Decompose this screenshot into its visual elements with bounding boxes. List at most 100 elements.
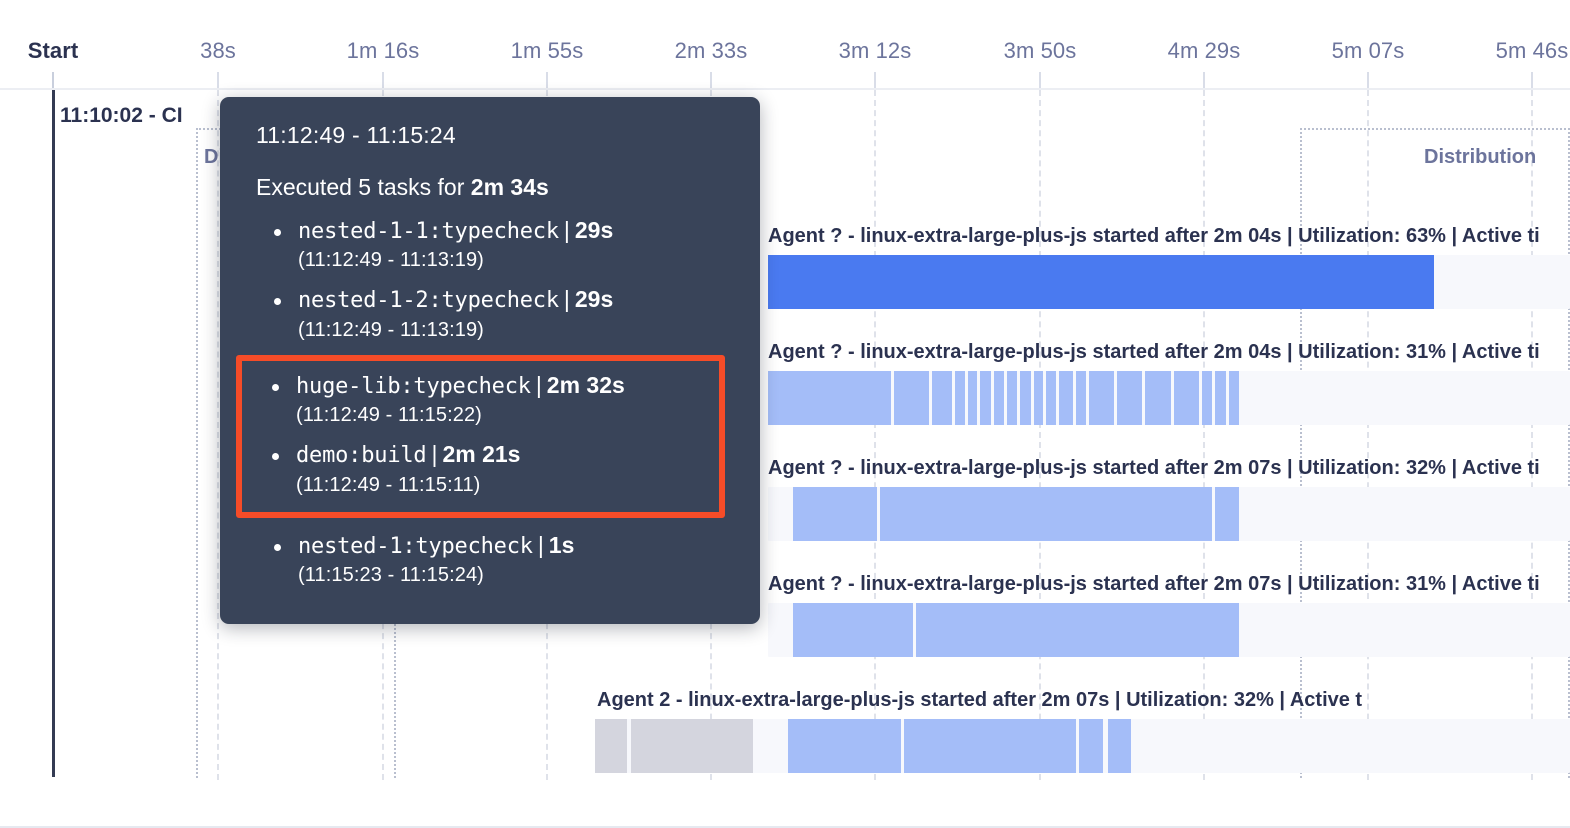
agent-row[interactable]: Agent ? - linux-extra-large-plus-js star… (0, 457, 1570, 549)
agent-row-label: Agent ? - linux-extra-large-plus-js star… (768, 573, 1540, 595)
task-segment[interactable] (1202, 371, 1212, 425)
run-title: 11:10:02 - CI (60, 104, 183, 127)
task-segment[interactable] (788, 719, 901, 773)
task-segment[interactable] (631, 719, 753, 773)
axis-tick (710, 72, 712, 88)
group-label: Distribution (1424, 146, 1537, 168)
tooltip-task-name: nested-1-1:typecheck (298, 218, 559, 244)
tooltip-summary-prefix: Executed 5 tasks for (256, 174, 471, 201)
task-segment[interactable] (1174, 371, 1199, 425)
task-segment[interactable] (1117, 371, 1142, 425)
task-segment[interactable] (932, 371, 952, 425)
task-segment[interactable] (1229, 371, 1239, 425)
agent-row[interactable]: Agent ? - linux-extra-large-plus-js star… (0, 573, 1570, 665)
axis-tick-label: 2m 33s (674, 38, 748, 63)
agent-row[interactable]: Agent 2 - linux-extra-large-plus-js star… (0, 689, 1570, 780)
task-segment[interactable] (1020, 371, 1031, 425)
axis-tick (1367, 72, 1369, 88)
tooltip-task-name: huge-lib:typecheck (296, 373, 531, 399)
task-segment[interactable] (793, 487, 877, 541)
axis-tick-label: 5m 07s (1331, 38, 1405, 63)
axis-tick (1203, 72, 1205, 88)
agent-row-label: Agent ? - linux-extra-large-plus-js star… (768, 457, 1540, 479)
tooltip-task-item: nested-1-2:typecheck | 29s (11:12:49 - 11:1… (256, 285, 730, 342)
agent-track[interactable] (768, 255, 1570, 309)
task-segment[interactable] (793, 603, 913, 657)
task-segment[interactable] (880, 487, 1212, 541)
task-segment[interactable] (1076, 371, 1086, 425)
tooltip-separator: | (537, 531, 544, 558)
agent-row-label: Agent 2 - linux-extra-large-plus-js star… (597, 689, 1363, 711)
task-segment[interactable] (904, 719, 1076, 773)
task-segment[interactable] (1108, 719, 1131, 773)
gridline (217, 90, 219, 780)
tooltip-task-line: nested-1-2:typecheck | 29s (298, 285, 730, 315)
tooltip-task-duration: 29s (574, 216, 614, 243)
tooltip-task-name: nested-1-2:typecheck (298, 288, 559, 314)
agent-row[interactable]: Agent ? - linux-extra-large-plus-js star… (0, 341, 1570, 433)
axis-tick (874, 72, 876, 88)
task-tooltip: 11:12:49 - 11:15:24 Executed 5 tasks for… (220, 97, 760, 625)
axis-tick-label: 3m 12s (838, 38, 912, 63)
tooltip-task-times: (11:15:23 - 11:15:24) (298, 564, 484, 587)
axis-tick-label: 5m 46s (1495, 38, 1569, 63)
tooltip-task-line: nested-1:typecheck | 1s (298, 531, 730, 561)
bottom-strip (0, 781, 1570, 828)
tooltip-task-times: (11:12:49 - 11:13:19) (298, 249, 484, 272)
agent-track[interactable] (595, 719, 1570, 773)
agent-track[interactable] (768, 371, 1570, 425)
task-segment[interactable] (894, 371, 929, 425)
task-segment[interactable] (1079, 719, 1103, 773)
task-segment[interactable] (980, 371, 991, 425)
axis-tick-label: 38s (200, 38, 236, 63)
tooltip-separator: | (563, 216, 570, 243)
axis-tick (1039, 72, 1041, 88)
axis-tick-label: 4m 29s (1167, 38, 1241, 63)
tooltip-task-item: nested-1-1:typecheck | 29s (11:12:49 - 11:1… (256, 216, 730, 273)
task-segment[interactable] (1059, 371, 1073, 425)
tooltip-task-times: (11:12:49 - 11:15:22) (296, 404, 482, 427)
gridline (1367, 90, 1369, 780)
task-segment[interactable] (1215, 371, 1226, 425)
axis-tick (1531, 72, 1533, 88)
agent-row[interactable]: Agent ? - linux-extra-large-plus-js star… (0, 225, 1570, 317)
task-segment[interactable] (1215, 487, 1239, 541)
tooltip-task-times: (11:12:49 - 11:15:11) (296, 473, 481, 496)
tooltip-summary: Executed 5 tasks for 2m 34s (256, 174, 730, 202)
axis-tick (382, 72, 384, 88)
task-segment[interactable] (768, 371, 891, 425)
tooltip-task-times: (11:12:49 - 11:13:19) (298, 318, 484, 341)
agent-track[interactable] (768, 487, 1570, 541)
tooltip-task-name: demo:build (296, 443, 427, 469)
task-segment[interactable] (1089, 371, 1114, 425)
task-segment[interactable] (994, 371, 1004, 425)
group-box (1300, 128, 1570, 778)
task-segment[interactable] (1007, 371, 1017, 425)
origin-line (52, 90, 55, 777)
task-segment[interactable] (768, 255, 1434, 309)
agent-row-label: Agent ? - linux-extra-large-plus-js star… (768, 341, 1540, 363)
task-segment[interactable] (1145, 371, 1171, 425)
gridline (1203, 90, 1205, 780)
gridline (1531, 90, 1533, 780)
task-segment[interactable] (955, 371, 965, 425)
axis-label-start: Start (27, 38, 79, 63)
task-segment[interactable] (1046, 371, 1056, 425)
task-segment[interactable] (595, 719, 627, 773)
tooltip-task-item: huge-lib:typecheck | 2m 32s (11:12:49 - 11:… (254, 371, 719, 428)
agent-track[interactable] (768, 603, 1570, 657)
tooltip-task-duration: 29s (574, 286, 614, 313)
time-axis-header: Start 38s 1m 16s 1m 55s 2m 33s 3m 12s 3m 50s 4… (0, 0, 1570, 88)
task-segment[interactable] (916, 603, 1239, 657)
tooltip-separator: | (431, 441, 438, 468)
tooltip-time-range: 11:12:49 - 11:15:24 (256, 122, 456, 148)
tooltip-separator: | (563, 286, 570, 313)
tooltip-task-duration: 2m 21s (442, 441, 521, 468)
task-segment[interactable] (968, 371, 977, 425)
axis-baseline (0, 88, 1570, 90)
axis-tick (217, 72, 219, 88)
agent-row-label: Agent ? - linux-extra-large-plus-js star… (768, 225, 1540, 247)
axis-tick-label: 1m 16s (346, 38, 420, 63)
task-segment[interactable] (1034, 371, 1043, 425)
